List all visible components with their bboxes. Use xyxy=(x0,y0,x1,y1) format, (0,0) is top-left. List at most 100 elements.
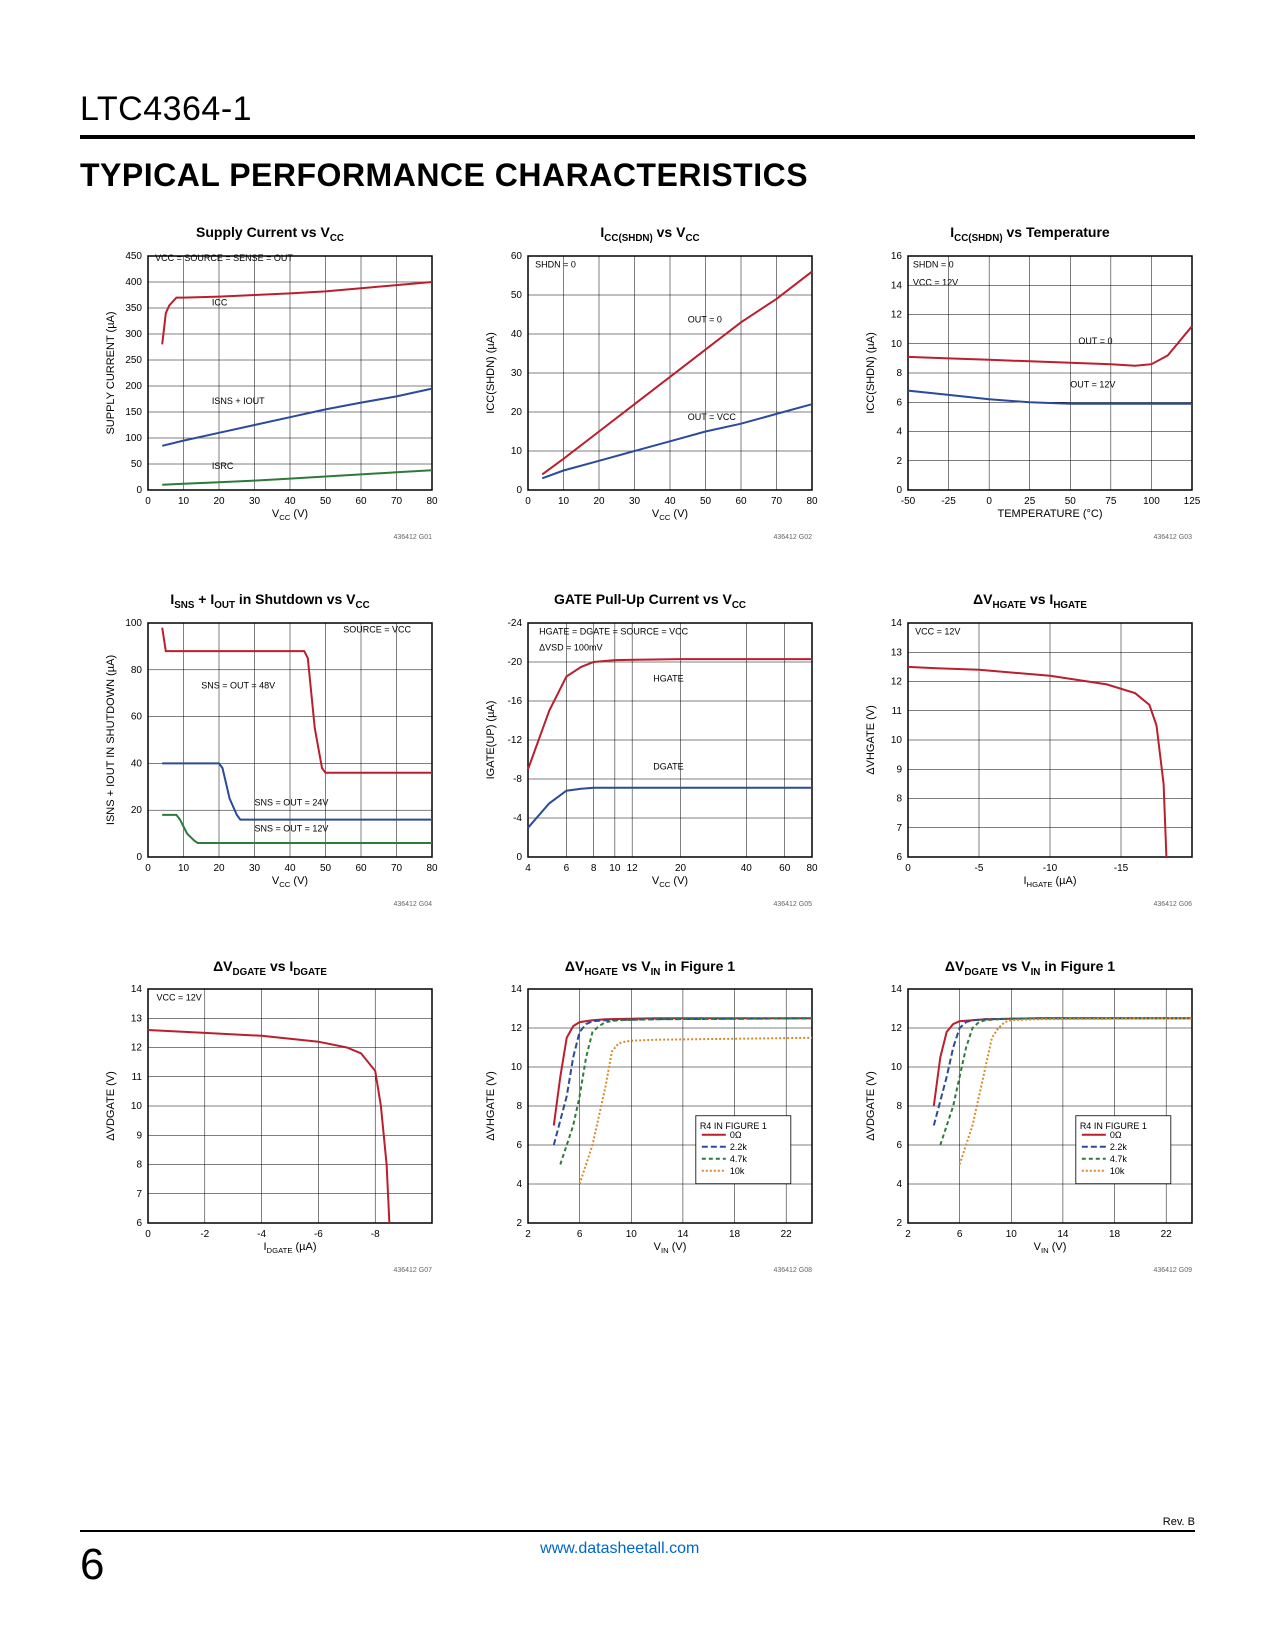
svg-text:300: 300 xyxy=(125,329,142,340)
chart-title: ΔVDGATE vs VIN in Figure 1 xyxy=(860,958,1200,978)
svg-text:SUPPLY CURRENT (µA): SUPPLY CURRENT (µA) xyxy=(105,311,117,434)
svg-text:-15: -15 xyxy=(1114,863,1129,874)
svg-text:SNS = OUT = 24V: SNS = OUT = 24V xyxy=(255,797,329,807)
chart-foot: 436412 G07 xyxy=(100,1267,440,1274)
svg-text:6: 6 xyxy=(957,1229,963,1240)
svg-text:80: 80 xyxy=(131,664,143,675)
svg-text:22: 22 xyxy=(1161,1229,1173,1240)
svg-text:20: 20 xyxy=(213,496,225,507)
svg-text:-12: -12 xyxy=(508,735,523,746)
chart-g08: 26101418222468101214R4 IN FIGURE 10Ω2.2k… xyxy=(480,983,820,1263)
svg-text:7: 7 xyxy=(136,1189,142,1200)
svg-text:HGATE: HGATE xyxy=(653,673,683,683)
header-rule xyxy=(80,135,1195,139)
svg-text:0: 0 xyxy=(145,1229,151,1240)
svg-text:8: 8 xyxy=(896,1101,902,1112)
svg-text:-20: -20 xyxy=(508,657,523,668)
svg-text:13: 13 xyxy=(131,1014,143,1025)
svg-text:6: 6 xyxy=(896,1140,902,1151)
svg-text:80: 80 xyxy=(426,496,438,507)
svg-text:50: 50 xyxy=(1065,496,1077,507)
svg-text:SOURCE = VCC: SOURCE = VCC xyxy=(343,624,411,634)
chart-g09: 26101418222468101214R4 IN FIGURE 10Ω2.2k… xyxy=(860,983,1200,1263)
svg-text:10: 10 xyxy=(1006,1229,1018,1240)
svg-text:10: 10 xyxy=(609,863,621,874)
svg-text:80: 80 xyxy=(806,863,818,874)
svg-text:12: 12 xyxy=(131,1043,143,1054)
chart-g07: 0-2-4-6-867891011121314VCC = 12VΔVDGATE … xyxy=(100,983,440,1263)
svg-text:11: 11 xyxy=(132,1072,143,1083)
svg-text:20: 20 xyxy=(131,805,143,816)
svg-text:60: 60 xyxy=(735,496,747,507)
footer-link[interactable]: www.datasheetall.com xyxy=(104,1540,1135,1558)
svg-text:6: 6 xyxy=(136,1218,142,1229)
chart-g05: 4681012204060800-4-8-12-16-20-24HGATE = … xyxy=(480,617,820,897)
chart-cell-g07: ΔVDGATE vs IDGATE 0-2-4-6-86789101112131… xyxy=(100,958,440,1275)
svg-text:ΔVSD = 100mV: ΔVSD = 100mV xyxy=(539,642,602,652)
svg-text:2.2k: 2.2k xyxy=(730,1142,748,1152)
svg-text:80: 80 xyxy=(426,863,438,874)
svg-text:80: 80 xyxy=(806,496,818,507)
svg-text:70: 70 xyxy=(391,863,403,874)
svg-text:8: 8 xyxy=(896,368,902,379)
chart-g03: -50-2502550751001250246810121416SHDN = 0… xyxy=(860,250,1200,530)
chart-foot: 436412 G09 xyxy=(860,1267,1200,1274)
svg-text:450: 450 xyxy=(125,251,142,262)
svg-text:60: 60 xyxy=(511,251,523,262)
section-title: TYPICAL PERFORMANCE CHARACTERISTICS xyxy=(80,157,1195,194)
svg-text:13: 13 xyxy=(891,647,903,658)
svg-text:-4: -4 xyxy=(513,813,522,824)
svg-text:ΔVDGATE (V): ΔVDGATE (V) xyxy=(865,1072,877,1141)
chart-foot: 436412 G01 xyxy=(100,534,440,541)
footer-rule xyxy=(80,1530,1195,1532)
svg-text:50: 50 xyxy=(131,459,143,470)
svg-text:22: 22 xyxy=(781,1229,793,1240)
svg-text:14: 14 xyxy=(677,1229,689,1240)
svg-text:2: 2 xyxy=(525,1229,531,1240)
chart-cell-g03: ICC(SHDN) vs Temperature -50-25025507510… xyxy=(860,224,1200,541)
svg-text:OUT = 12V: OUT = 12V xyxy=(1070,379,1115,389)
svg-text:12: 12 xyxy=(627,863,639,874)
chart-title: Supply Current vs VCC xyxy=(100,224,440,244)
svg-text:2.2k: 2.2k xyxy=(1110,1142,1128,1152)
svg-text:60: 60 xyxy=(779,863,791,874)
svg-text:50: 50 xyxy=(320,496,332,507)
svg-text:0Ω: 0Ω xyxy=(1110,1130,1122,1140)
svg-text:40: 40 xyxy=(511,329,523,340)
svg-text:14: 14 xyxy=(891,984,903,995)
svg-text:HGATE = DGATE = SOURCE = VCC: HGATE = DGATE = SOURCE = VCC xyxy=(539,626,688,636)
chart-plot: -50-2502550751001250246810121416SHDN = 0… xyxy=(860,250,1200,530)
svg-text:IGATE(UP) (µA): IGATE(UP) (µA) xyxy=(485,700,497,779)
svg-text:8: 8 xyxy=(591,863,597,874)
svg-text:4: 4 xyxy=(516,1179,522,1190)
svg-text:ICC(SHDN) (µA): ICC(SHDN) (µA) xyxy=(485,332,497,414)
svg-text:10k: 10k xyxy=(1110,1166,1125,1176)
svg-text:2: 2 xyxy=(896,456,902,467)
svg-text:20: 20 xyxy=(593,496,605,507)
svg-text:20: 20 xyxy=(511,407,523,418)
svg-text:40: 40 xyxy=(131,758,143,769)
svg-text:0: 0 xyxy=(145,496,151,507)
page-number: 6 xyxy=(80,1540,104,1590)
chart-title: ISNS + IOUT in Shutdown vs VCC xyxy=(100,591,440,611)
svg-text:40: 40 xyxy=(664,496,676,507)
svg-text:6: 6 xyxy=(577,1229,583,1240)
svg-text:10: 10 xyxy=(891,1062,903,1073)
svg-text:350: 350 xyxy=(125,303,142,314)
chart-cell-g01: Supply Current vs VCC 010203040506070800… xyxy=(100,224,440,541)
svg-text:0Ω: 0Ω xyxy=(730,1130,742,1140)
svg-text:SHDN = 0: SHDN = 0 xyxy=(913,259,954,269)
svg-text:10: 10 xyxy=(178,496,190,507)
svg-text:30: 30 xyxy=(511,368,523,379)
svg-text:-8: -8 xyxy=(371,1229,380,1240)
svg-text:10: 10 xyxy=(131,1101,143,1112)
chart-g01: 0102030405060708005010015020025030035040… xyxy=(100,250,440,530)
chart-cell-g04: ISNS + IOUT in Shutdown vs VCC 010203040… xyxy=(100,591,440,908)
chart-g04: 01020304050607080020406080100SOURCE = VC… xyxy=(100,617,440,897)
svg-text:0: 0 xyxy=(516,852,522,863)
svg-text:ΔVHGATE (V): ΔVHGATE (V) xyxy=(865,705,877,774)
svg-text:100: 100 xyxy=(125,618,142,629)
svg-text:8: 8 xyxy=(136,1160,142,1171)
chart-title: ICC(SHDN) vs Temperature xyxy=(860,224,1200,244)
svg-text:11: 11 xyxy=(892,705,903,716)
